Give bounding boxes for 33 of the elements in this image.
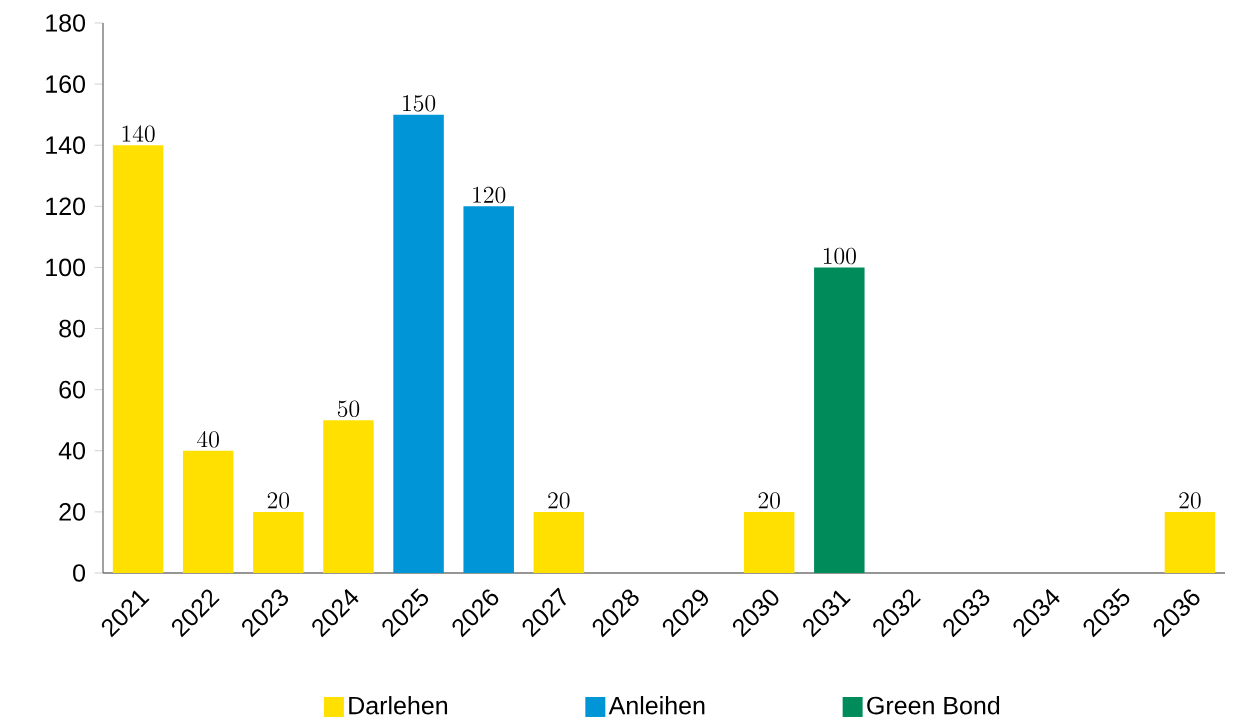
bar: [814, 267, 865, 573]
bar: [743, 511, 795, 573]
bar: [393, 114, 444, 573]
data-label: 20: [267, 492, 290, 509]
legend-label: Darlehen: [349, 696, 448, 715]
data-label: 20: [548, 492, 570, 509]
bar: [323, 420, 374, 573]
y-tick-label: 60: [59, 380, 86, 399]
data-label: 20: [1179, 492, 1201, 509]
data-label: 140: [122, 125, 155, 143]
y-tick-label: 140: [46, 136, 86, 155]
data-label: 40: [197, 430, 219, 448]
data-label: 100: [823, 247, 856, 265]
y-tick-label: 160: [46, 75, 86, 93]
bar: [1164, 511, 1216, 573]
legend-label: Green Bond: [867, 696, 1000, 715]
bar: [112, 145, 164, 573]
bar: [253, 511, 304, 573]
y-tick-label: 80: [59, 319, 86, 338]
y-tick-label: 180: [46, 14, 86, 32]
y-tick-label: 100: [46, 258, 86, 277]
y-tick-label: 20: [59, 503, 86, 521]
y-tick-label: 120: [46, 197, 86, 216]
y-tick-label: 0: [73, 564, 86, 582]
bar: [533, 511, 585, 573]
data-label: 150: [403, 95, 436, 112]
data-label: 20: [758, 492, 780, 509]
bar: [463, 206, 514, 573]
data-label: 120: [473, 186, 506, 204]
bar: [182, 450, 234, 573]
data-label: 50: [337, 400, 360, 418]
legend-label: Anleihen: [608, 696, 705, 715]
y-tick-label: 40: [58, 441, 86, 460]
